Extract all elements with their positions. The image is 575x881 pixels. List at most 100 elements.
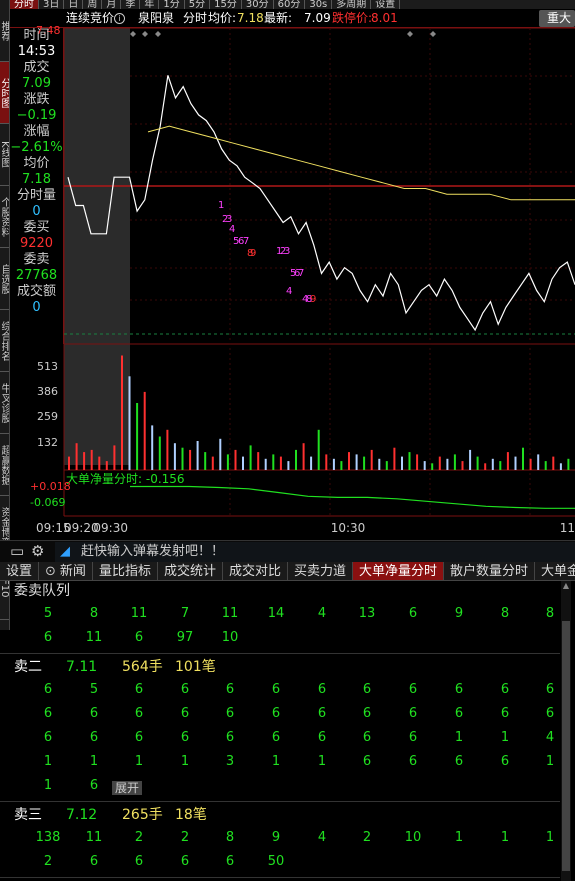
queue-level[interactable]: 卖二 7.11 564手 101笔 <box>0 653 560 679</box>
period-tab[interactable]: 季 <box>121 0 141 9</box>
period-tab[interactable]: 年 <box>140 0 160 9</box>
left-tab[interactable]: F10 <box>0 558 9 620</box>
period-tab[interactable]: 设置 <box>371 0 401 9</box>
left-tab[interactable]: 超赢数据 <box>0 434 9 496</box>
left-tab[interactable]: 牛叉诊股 <box>0 372 9 434</box>
volume-bar <box>287 461 290 470</box>
queue-order-size: 6 <box>454 706 464 721</box>
period-tab[interactable]: 60分 <box>274 0 306 9</box>
queue-order-size: 13 <box>358 606 376 621</box>
indicator-tab[interactable]: 散户数量分时 <box>444 562 536 580</box>
display-icon[interactable]: ▭ <box>10 542 25 560</box>
volume-bar <box>295 449 297 470</box>
volume-bar <box>257 452 260 470</box>
queue-order-size: 6 <box>180 854 190 869</box>
left-tab[interactable]: 个股资料 <box>0 186 9 248</box>
volume-bar <box>68 456 70 470</box>
queue-order-size: 1 <box>89 754 99 769</box>
volume-bar <box>226 454 229 470</box>
period-tab[interactable]: 3日 <box>39 0 65 9</box>
volume-bar <box>325 454 328 470</box>
volume-bar <box>181 447 184 470</box>
volume-bar <box>484 463 487 470</box>
expand-button[interactable]: 展开 <box>112 781 143 795</box>
level-price: 7.11 <box>66 659 98 675</box>
queue-order-size: 6 <box>225 730 235 745</box>
left-tab[interactable]: 分时图 <box>0 62 9 124</box>
indicator-tab[interactable]: 量比指标 <box>93 562 158 580</box>
volume-bar <box>423 461 426 470</box>
volume-bar <box>348 452 350 470</box>
volume-bar <box>143 391 146 470</box>
queue-order-size: 8 <box>225 830 235 845</box>
trade-marker: 3 <box>284 246 290 257</box>
indicator-tab[interactable]: 成交对比 <box>223 562 288 580</box>
barrage-input[interactable]: ◢ 赶快输入弹幕发射吧！！ <box>55 542 575 562</box>
queue-order-size: 6 <box>43 630 53 645</box>
volume-bar <box>332 458 335 470</box>
event-marker-icon[interactable] <box>155 31 161 37</box>
queue-title: 委卖队列 <box>14 583 70 599</box>
major-event-button[interactable]: 重大 <box>538 10 575 27</box>
left-tab[interactable]: K线图 <box>0 124 9 186</box>
period-tab[interactable]: 分时 <box>10 0 39 9</box>
ask-label: 委卖 <box>23 252 50 267</box>
queue-order-size: 138 <box>35 830 61 845</box>
left-tab[interactable]: 推荐 <box>0 0 9 62</box>
queue-order-size: 97 <box>176 630 194 645</box>
event-marker-icon[interactable] <box>430 31 436 37</box>
amount-label: 成交额 <box>16 284 56 299</box>
left-tab[interactable]: 综合排名 <box>0 310 9 372</box>
event-marker-icon[interactable] <box>142 31 148 37</box>
volume-bar <box>234 449 237 470</box>
queue-order-size: 14 <box>267 606 285 621</box>
info-icon[interactable]: i <box>114 13 126 24</box>
queue-order-size: 8 <box>89 606 99 621</box>
indicator-tab[interactable]: 大单净量分时 <box>353 562 445 580</box>
left-tab[interactable]: 自选股 <box>0 248 9 310</box>
volume-label: 分时量 <box>16 188 56 203</box>
trade-marker: 5 <box>290 268 296 279</box>
queue-order-size: 2 <box>180 830 190 845</box>
volume-bar <box>544 461 547 470</box>
period-tab[interactable]: 30s <box>305 0 333 9</box>
indicator-tab[interactable]: 大单金额 <box>535 562 575 580</box>
queue-order-size: 11 <box>85 630 103 645</box>
period-tab[interactable]: 15分 <box>210 0 242 9</box>
indicator-tab[interactable]: ⊙ 新闻 <box>39 562 93 580</box>
queue-order-size: 6 <box>225 706 235 721</box>
period-tab[interactable]: 5分 <box>185 0 211 9</box>
indicator-tab[interactable]: 买卖力道 <box>288 562 353 580</box>
scroll-up-icon[interactable]: ▲ <box>562 581 570 590</box>
indicator-tab[interactable]: 设置 <box>0 562 40 580</box>
indicator-tabs: 设置⊙新闻量比指标成交统计成交对比买卖力道大单净量分时散户数量分时大单金额 <box>0 562 575 581</box>
gear-icon[interactable]: ⚙ <box>31 542 45 560</box>
period-tab[interactable]: 30分 <box>242 0 274 9</box>
trade-label: 成交 <box>23 60 50 75</box>
period-tab[interactable]: 1分 <box>159 0 185 9</box>
event-marker-icon[interactable] <box>407 31 413 37</box>
level-count: 18笔 <box>175 807 207 823</box>
scroll-thumb[interactable] <box>562 621 570 871</box>
period-tab[interactable]: 月 <box>102 0 122 9</box>
queue-order-size: 6 <box>408 706 418 721</box>
queue-order-size: 6 <box>271 730 281 745</box>
indicator-tab[interactable]: 成交统计 <box>158 562 223 580</box>
period-tab[interactable]: 多周期 <box>332 0 372 9</box>
event-marker-icon[interactable] <box>130 31 136 37</box>
queue-order-size: 11 <box>221 606 239 621</box>
queue-scrollbar[interactable]: ▲ <box>561 581 571 881</box>
queue-order-size: 2 <box>134 830 144 845</box>
limit-down-value: 8.01 <box>371 11 398 25</box>
queue-level[interactable]: 卖三 7.12 265手 18笔 <box>0 801 560 827</box>
trade-marker: 1 <box>276 246 282 257</box>
queue-order-size: 2 <box>362 830 372 845</box>
queue-order-size: 6 <box>408 682 418 697</box>
queue-level[interactable]: 卖四7.13674手4笔 <box>0 877 560 881</box>
period-tab[interactable]: 周 <box>83 0 103 9</box>
queue-order-size: 6 <box>180 730 190 745</box>
period-tab[interactable]: 日 <box>64 0 84 9</box>
volume-bar <box>514 456 517 470</box>
queue-order-size: 6 <box>43 682 53 697</box>
